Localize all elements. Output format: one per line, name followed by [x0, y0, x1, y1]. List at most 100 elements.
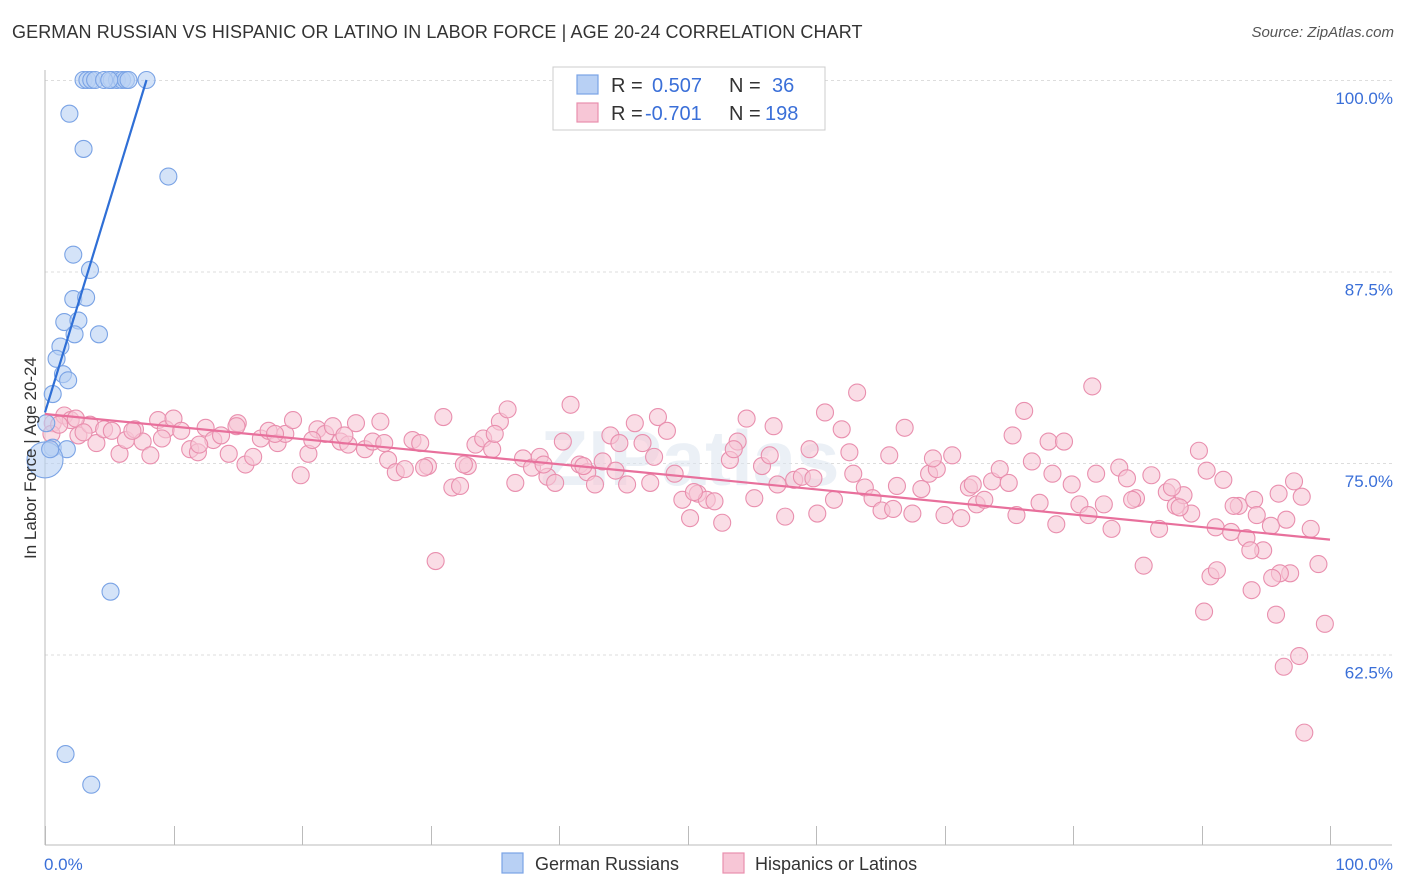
hispanics-point [610, 434, 629, 453]
hispanics-point [1039, 432, 1058, 451]
hispanics-point [1003, 426, 1022, 445]
hispanics-point [625, 414, 644, 433]
legend-r-label: R = [611, 75, 643, 97]
x-tick-label: 0.0% [44, 855, 83, 874]
hispanics-point [1162, 478, 1181, 497]
hispanics-point [74, 423, 93, 442]
series-german-russians-points [26, 70, 178, 794]
y-tick-label: 87.5% [1345, 281, 1393, 300]
hispanics-point [190, 435, 209, 454]
hispanics-point [1214, 470, 1233, 489]
hispanics-point [645, 447, 664, 466]
hispanics-point [1263, 568, 1282, 587]
hispanics-point [219, 444, 238, 463]
legend-swatch-pink [576, 102, 599, 123]
hispanics-point [426, 551, 445, 571]
hispanics-point [485, 424, 504, 443]
hispanics-point [684, 483, 703, 502]
hispanics-point [1195, 602, 1214, 621]
legend-label-german-russians: German Russians [535, 854, 679, 874]
y-axis-label: In Labor Force | Age 20-24 [21, 357, 40, 559]
hispanics-point [776, 507, 795, 526]
hispanics-point [1123, 490, 1142, 509]
hispanics-point [1315, 614, 1334, 633]
hispanics-point [395, 460, 414, 479]
hispanics-point [815, 403, 835, 422]
german-russians-point [41, 440, 60, 459]
hispanics-point [1007, 506, 1026, 525]
hispanics-point [335, 426, 354, 445]
german-russians-trend-line [43, 79, 148, 413]
hispanics-point [1269, 484, 1288, 503]
hispanics-point [375, 434, 394, 453]
hispanics-point [1274, 657, 1293, 676]
hispanics-point [451, 476, 470, 496]
chart-title: GERMAN RUSSIAN VS HISPANIC OR LATINO IN … [12, 22, 863, 42]
german-russians-point [82, 775, 101, 794]
series-legend: German Russians Hispanics or Latinos [501, 852, 917, 874]
legend-n-value: 36 [772, 75, 794, 97]
hispanics-point [585, 475, 605, 494]
hispanics-point [211, 426, 231, 445]
hispanics-point [1245, 490, 1264, 509]
y-tick-label: 62.5% [1345, 664, 1393, 683]
y-tick-label: 100.0% [1335, 89, 1393, 108]
hispanics-point [1309, 555, 1328, 574]
hispanics-point [618, 475, 637, 494]
hispanics-point [454, 455, 473, 474]
legend-swatch-hispanics [722, 852, 745, 874]
hispanics-point [498, 400, 517, 419]
hispanics-point [87, 434, 106, 453]
hispanics-point [824, 490, 844, 509]
hispanics-point [244, 447, 263, 466]
hispanics-point [760, 446, 779, 465]
hispanics-trend-line [44, 412, 1331, 541]
hispanics-point [1102, 519, 1121, 538]
source-credit: Source: ZipAtlas.com [1251, 24, 1394, 41]
hispanics-point [887, 476, 907, 496]
hispanics-point [172, 421, 191, 440]
hispanics-point [999, 473, 1018, 492]
hispanics-point [1083, 377, 1102, 396]
hispanics-point [1261, 516, 1280, 535]
hispanics-point [1062, 475, 1081, 494]
y-tick-labels: 100.0% 87.5% 75.0% 62.5% [1335, 89, 1393, 683]
hispanics-point [1022, 452, 1041, 471]
hispanics-point [1290, 646, 1309, 666]
hispanics-point [1222, 522, 1241, 541]
hispanics-point [705, 492, 724, 511]
legend-swatch-blue [576, 74, 599, 95]
hispanics-point [840, 443, 859, 462]
hispanics-point [434, 407, 453, 427]
hispanics-point [1087, 464, 1106, 483]
legend-n-label: N = [729, 103, 761, 125]
hispanics-point [923, 449, 942, 468]
hispanics-point [102, 421, 121, 440]
hispanics-point [553, 432, 572, 451]
german-russians-point [100, 70, 119, 90]
hispanics-point [1117, 469, 1137, 488]
hispanics-point [912, 479, 931, 499]
hispanics-point [483, 440, 502, 459]
german-russians-point [74, 139, 93, 158]
hispanics-point [848, 383, 867, 402]
hispanics-point [1266, 605, 1286, 624]
legend-label-hispanics: Hispanics or Latinos [755, 854, 917, 874]
hispanics-point [895, 418, 914, 437]
hispanics-point [415, 458, 434, 477]
legend-r-value: 0.507 [652, 75, 702, 97]
hispanics-point [123, 421, 142, 440]
german-russians-point [64, 245, 83, 264]
hispanics-point [665, 464, 684, 483]
y-tick-label: 75.0% [1345, 472, 1393, 491]
hispanics-point [265, 424, 285, 443]
hispanics-point [880, 446, 899, 465]
hispanics-point [764, 417, 783, 436]
hispanics-point [1189, 441, 1208, 460]
german-russians-point [56, 745, 75, 764]
hispanics-point [1295, 723, 1314, 742]
german-russians-point [60, 104, 79, 123]
hispanics-point [371, 412, 390, 431]
hispanics-point [1292, 487, 1311, 506]
